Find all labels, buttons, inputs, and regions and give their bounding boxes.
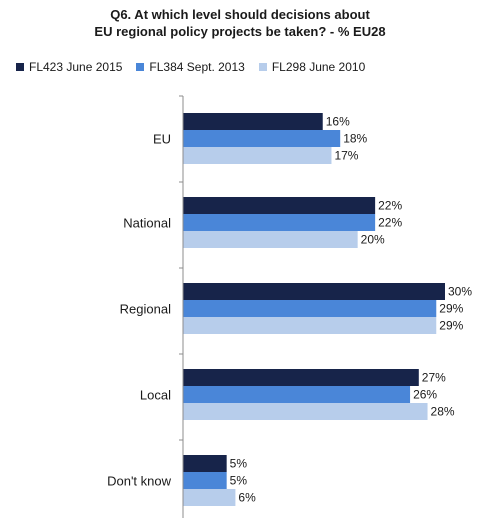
chart-title-line-1: Q6. At which level should decisions abou… bbox=[110, 7, 370, 22]
legend-label-series-1: FL423 June 2015 bbox=[29, 60, 123, 74]
bar-national-series-2 bbox=[183, 214, 376, 231]
bar-local-series-2 bbox=[183, 386, 411, 403]
bar-national-series-1 bbox=[183, 197, 376, 214]
bar-eu-series-3 bbox=[183, 147, 332, 164]
category-label-eu: EU bbox=[153, 132, 171, 147]
value-label-eu-series-3: 17% bbox=[334, 149, 358, 163]
bar-eu-series-2 bbox=[183, 130, 341, 147]
bar-regional-series-1 bbox=[183, 283, 445, 300]
legend-item-series-2: FL384 Sept. 2013 bbox=[136, 60, 245, 74]
bar-national-series-3 bbox=[183, 231, 358, 248]
chart-title-line-2: EU regional policy projects be taken? - … bbox=[94, 24, 386, 39]
value-label-local-series-2: 26% bbox=[413, 388, 437, 402]
value-label-national-series-3: 20% bbox=[361, 233, 385, 247]
value-label-don-t-know-series-1: 5% bbox=[230, 457, 248, 471]
value-label-national-series-1: 22% bbox=[378, 199, 402, 213]
category-label-don-t-know: Don't know bbox=[107, 474, 172, 489]
value-label-don-t-know-series-2: 5% bbox=[230, 474, 248, 488]
value-label-regional-series-1: 30% bbox=[448, 285, 472, 299]
bar-regional-series-2 bbox=[183, 300, 437, 317]
legend-swatch-series-1 bbox=[16, 63, 24, 71]
value-label-eu-series-2: 18% bbox=[343, 132, 367, 146]
value-label-local-series-1: 27% bbox=[422, 371, 446, 385]
bar-local-series-1 bbox=[183, 369, 419, 386]
value-label-national-series-2: 22% bbox=[378, 216, 402, 230]
legend-swatch-series-3 bbox=[258, 63, 267, 71]
bar-don-t-know-series-2 bbox=[183, 472, 227, 489]
category-label-local: Local bbox=[140, 388, 171, 403]
bar-regional-series-3 bbox=[183, 317, 437, 334]
chart-legend: FL423 June 2015 FL384 Sept. 2013 FL298 J… bbox=[16, 60, 379, 74]
bar-eu-series-1 bbox=[183, 113, 323, 130]
value-label-eu-series-1: 16% bbox=[326, 115, 350, 129]
category-label-national: National bbox=[123, 216, 171, 231]
category-label-regional: Regional bbox=[120, 302, 171, 317]
value-label-regional-series-2: 29% bbox=[439, 302, 463, 316]
legend-swatch-series-2 bbox=[136, 63, 145, 71]
legend-item-series-3: FL298 June 2010 bbox=[258, 60, 366, 74]
legend-item-series-1: FL423 June 2015 bbox=[16, 60, 122, 74]
value-label-local-series-3: 28% bbox=[431, 405, 455, 419]
legend-label-series-2: FL384 Sept. 2013 bbox=[149, 60, 245, 74]
value-label-don-t-know-series-3: 6% bbox=[238, 491, 256, 505]
bar-local-series-3 bbox=[183, 403, 428, 420]
legend-label-series-3: FL298 June 2010 bbox=[271, 60, 366, 74]
value-label-regional-series-3: 29% bbox=[439, 319, 463, 333]
bar-don-t-know-series-1 bbox=[183, 455, 227, 472]
bar-don-t-know-series-3 bbox=[183, 489, 236, 506]
